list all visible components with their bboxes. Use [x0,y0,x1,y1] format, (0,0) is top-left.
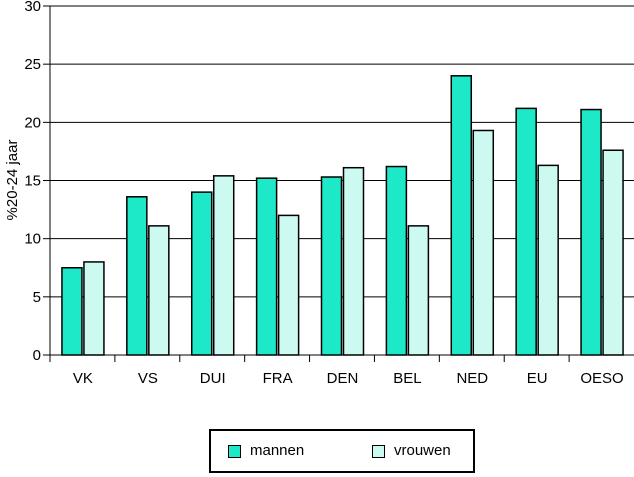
bar-mannen-den [320,176,343,356]
y-tick-label: 30 [24,0,41,15]
bar-vrouwen-den [342,166,365,356]
y-tick-label: 25 [24,56,41,73]
y-tick-label: 0 [33,347,41,364]
x-tick-label: VK [73,370,93,387]
bar-mannen-fra [255,177,278,356]
legend-label-vrouwen: vrouwen [394,442,451,459]
y-tick-labels: 0 5 10 15 20 25 30 [24,0,41,364]
legend-swatch-vrouwen [372,444,385,458]
y-tick-label: 10 [24,231,41,248]
x-tick-label: VS [138,370,158,387]
bar-vrouwen-fra [277,214,300,356]
legend: mannen vrouwen [209,429,475,473]
bar-mannen-eu [515,107,537,356]
bar-vrouwen-ned [472,129,495,356]
x-tick-label: DEN [327,370,359,387]
bar-vrouwen-vs [148,225,170,356]
bar-chart: 0 5 10 15 20 25 30 VK VS DUI FRA DEN BEL NED EU OESO %… [4,0,634,387]
bar-mannen-vk [61,267,83,356]
bars [61,75,624,356]
legend-swatch-mannen [228,444,241,458]
y-tick-label: 5 [33,289,41,306]
x-tick-label: DUI [200,370,226,387]
bar-mannen-dui [190,191,213,356]
y-tick-label: 15 [24,173,41,190]
x-tick-label: FRA [263,370,293,387]
legend-item-mannen: mannen [228,443,304,459]
x-tick-label: BEL [393,370,421,387]
bar-mannen-oeso [580,108,602,356]
y-axis-title: %20-24 jaar [4,140,21,221]
bar-mannen-bel [385,165,408,356]
x-tick-label: NED [456,370,488,387]
bar-vrouwen-vk [83,261,105,356]
bar-mannen-ned [450,75,473,356]
legend-item-vrouwen: vrouwen [372,443,451,459]
x-tick-label: OESO [580,370,623,387]
bar-mannen-vs [126,196,148,356]
x-tick-labels: VK VS DUI FRA DEN BEL NED EU OESO [73,370,624,387]
bar-vrouwen-oeso [602,149,624,356]
legend-label-mannen: mannen [250,442,305,459]
bar-vrouwen-dui [212,175,235,356]
y-tick-label: 20 [24,114,41,131]
x-tick-label: EU [527,370,548,387]
bar-vrouwen-eu [537,164,559,356]
bar-vrouwen-bel [407,225,430,356]
axes [49,6,634,362]
